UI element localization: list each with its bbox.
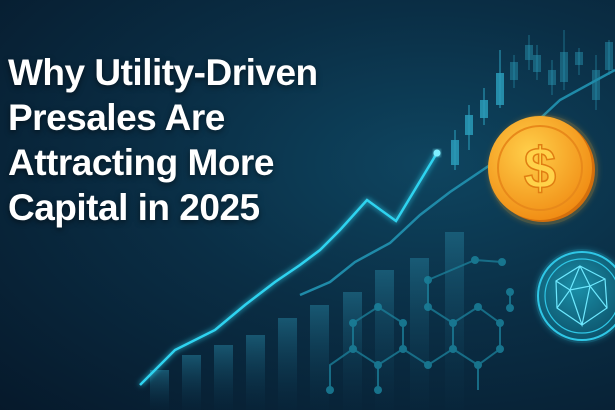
headline: Why Utility-Driven Presales Are Attracti… xyxy=(8,50,318,230)
candlestick xyxy=(592,55,600,110)
trend-line xyxy=(139,152,439,386)
dollar-coin-icon: $ xyxy=(488,115,598,225)
bar xyxy=(278,318,297,410)
bar xyxy=(410,258,429,410)
hexagon-network xyxy=(326,256,514,394)
candlestick-chart xyxy=(451,30,613,170)
bar xyxy=(214,345,233,410)
candlestick xyxy=(533,45,541,80)
candlestick xyxy=(575,48,583,75)
candlestick xyxy=(510,55,518,88)
bar xyxy=(150,370,169,410)
headline-line-3: Attracting More xyxy=(8,142,274,183)
svg-text:$: $ xyxy=(524,136,556,201)
bar xyxy=(246,335,265,410)
crypto-token-icon xyxy=(535,249,615,343)
trend-line-endpoint xyxy=(433,149,441,157)
headline-line-4: Capital in 2025 xyxy=(8,187,260,228)
headline-line-1: Why Utility-Driven xyxy=(8,52,318,93)
candlestick xyxy=(605,40,613,75)
candlestick xyxy=(480,88,488,125)
candlestick xyxy=(548,60,556,95)
candlestick xyxy=(465,105,473,150)
candlestick xyxy=(451,130,459,170)
candlestick xyxy=(525,35,533,70)
headline-line-2: Presales Are xyxy=(8,97,225,138)
bar xyxy=(182,355,201,410)
candlestick xyxy=(560,30,568,90)
candlestick xyxy=(496,50,504,108)
secondary-trend-line xyxy=(299,68,615,297)
bar xyxy=(310,305,329,410)
